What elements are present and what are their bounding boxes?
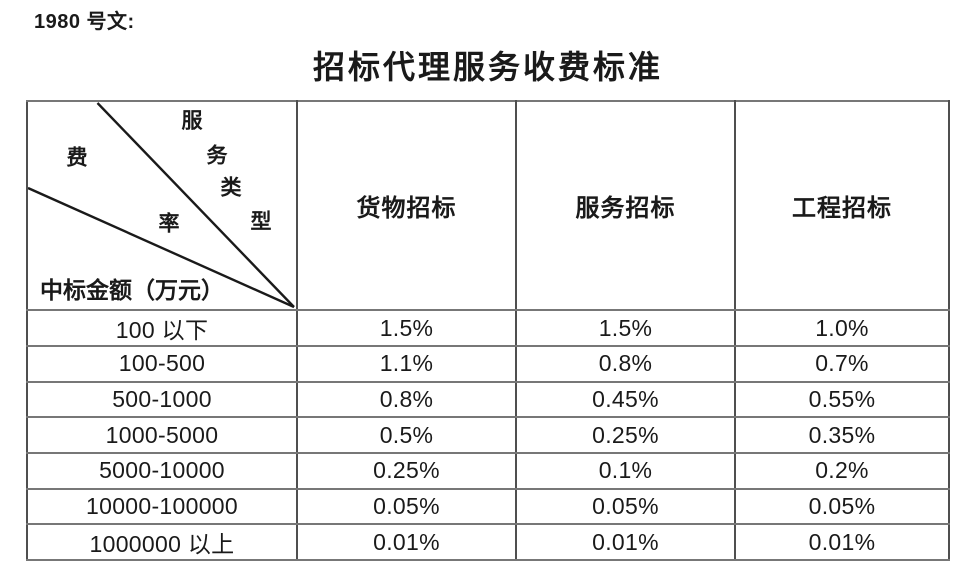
fee-table: 服 务 类 型 费 率 中标金额（万元） 货物招标 服务招标 工程招标 100 … — [26, 100, 950, 562]
table-row: 100 以下 1.5% 1.5% 1.0% — [26, 309, 950, 347]
diagonal-divider-lines — [28, 102, 295, 309]
corner-row-axis-label: 中标金额（万元） — [40, 278, 224, 303]
fee-cell: 0.2% — [734, 452, 950, 490]
corner-label-rate-char-2: 率 — [158, 211, 180, 236]
fee-cell: 0.01% — [296, 523, 517, 562]
fee-cell: 0.45% — [515, 380, 736, 419]
amount-range-cell: 100 以下 — [26, 309, 298, 347]
fee-cell: 0.8% — [515, 345, 736, 383]
fee-cell: 0.05% — [515, 487, 736, 526]
page-title: 招标代理服务收费标准 — [312, 49, 663, 85]
amount-range-cell: 100-500 — [26, 345, 298, 383]
amount-range-cell: 5000-10000 — [26, 452, 298, 490]
fee-cell: 0.35% — [734, 416, 950, 455]
corner-label-rate-char-1: 费 — [66, 145, 88, 170]
column-header-works-bidding: 工程招标 — [734, 100, 950, 311]
fee-cell: 0.25% — [515, 416, 736, 455]
fee-cell: 0.25% — [296, 452, 517, 490]
fee-cell: 0.1% — [515, 452, 736, 490]
corner-label-service-char-1: 服 — [181, 108, 203, 133]
fee-cell: 0.5% — [296, 416, 517, 455]
amount-range-cell: 1000-5000 — [26, 416, 298, 455]
table-row: 100-500 1.1% 0.8% 0.7% — [26, 345, 950, 383]
fee-cell: 0.01% — [515, 523, 736, 562]
corner-label-service-char-4: 型 — [250, 209, 272, 234]
doc-number-label: 1980 号文: — [34, 11, 135, 33]
amount-range-cell: 10000-100000 — [26, 487, 298, 526]
fee-cell: 1.5% — [515, 309, 736, 347]
corner-label-service-char-3: 类 — [220, 175, 242, 200]
fee-cell: 0.01% — [734, 523, 950, 562]
corner-header-cell: 服 务 类 型 费 率 中标金额（万元） — [26, 100, 298, 311]
fee-cell: 1.1% — [296, 345, 517, 383]
fee-cell: 0.05% — [296, 487, 517, 526]
amount-range-cell: 500-1000 — [26, 380, 298, 419]
table-row: 500-1000 0.8% 0.45% 0.55% — [26, 380, 950, 419]
column-header-goods-bidding: 货物招标 — [296, 100, 517, 311]
corner-label-service-char-2: 务 — [206, 143, 228, 168]
column-header-services-bidding: 服务招标 — [515, 100, 736, 311]
table-row: 1000000 以上 0.01% 0.01% 0.01% — [26, 523, 950, 562]
header-row: 服 务 类 型 费 率 中标金额（万元） 货物招标 服务招标 工程招标 — [26, 100, 950, 311]
fee-cell: 0.8% — [296, 380, 517, 419]
table-row: 10000-100000 0.05% 0.05% 0.05% — [26, 487, 950, 526]
fee-cell: 1.0% — [734, 309, 950, 347]
fee-cell: 1.5% — [296, 309, 517, 347]
fee-cell: 0.7% — [734, 345, 950, 383]
table-row: 1000-5000 0.5% 0.25% 0.35% — [26, 416, 950, 455]
table-row: 5000-10000 0.25% 0.1% 0.2% — [26, 452, 950, 490]
fee-cell: 0.05% — [734, 487, 950, 526]
fee-cell: 0.55% — [734, 380, 950, 419]
amount-range-cell: 1000000 以上 — [26, 523, 298, 562]
